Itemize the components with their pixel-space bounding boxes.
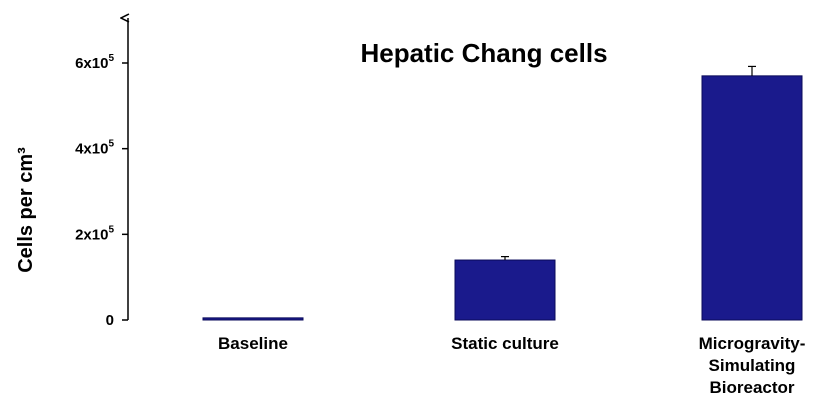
y-tick-label: 0 (106, 312, 114, 329)
category-label-2: Static culture (451, 334, 559, 353)
bar-2 (454, 259, 556, 321)
y-tick-label: 6x105 (75, 53, 114, 72)
y-tick-label: 4x105 (75, 139, 114, 158)
bar-1 (202, 317, 304, 321)
chart-title: Hepatic Chang cells (360, 38, 607, 68)
category-label-1: Baseline (218, 334, 288, 353)
y-tick-label: 2x105 (75, 224, 114, 243)
y-axis-label: Cells per cm³ (15, 147, 37, 273)
bar-3 (701, 75, 803, 321)
category-label-3: Microgravity-Simulating Bioreactor (699, 334, 806, 397)
